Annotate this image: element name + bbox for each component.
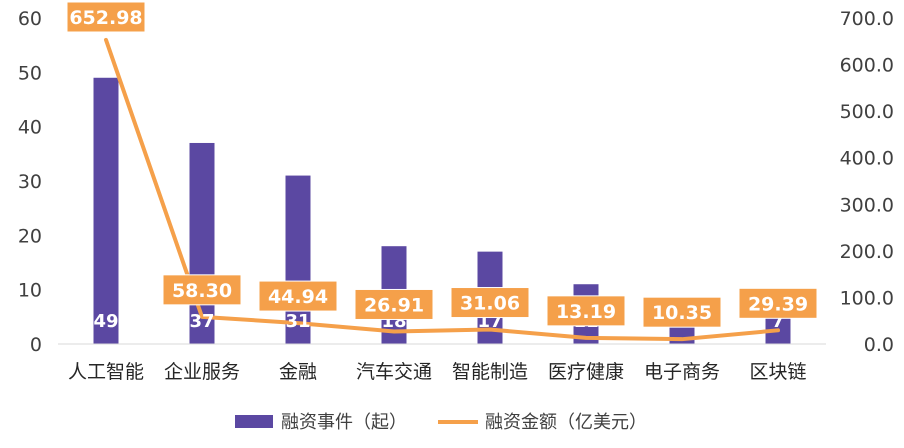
category-label: 金融 [279,361,317,383]
category-label: 企业服务 [164,361,240,383]
line-value-label: 44.94 [268,286,328,308]
line-value-label: 26.91 [364,294,424,316]
right-tick-label: 100.0 [840,287,894,309]
category-label: 人工智能 [68,361,144,383]
category-label: 区块链 [749,361,806,383]
right-tick-label: 200.0 [840,241,894,263]
category-label: 智能制造 [452,361,528,383]
line-value-label: 31.06 [460,293,520,315]
left-tick-label: 20 [18,225,42,247]
line-value-label: 10.35 [652,302,712,324]
right-y-axis: 0.0 100.0 200.0 300.0 400.0 500.0 600.0 700.0 [840,8,894,356]
line-label-box [162,274,242,306]
line-value-label: 29.39 [748,293,808,315]
category-label: 汽车交通 [356,361,432,383]
line-series-funding-amount: 49373118171157652.9858.3044.9426.9131.06… [66,1,818,342]
left-tick-label: 40 [18,117,42,139]
right-tick-label: 500.0 [840,101,894,123]
left-y-axis: 0 10 20 30 40 50 60 [18,8,42,356]
line-label-box [258,280,338,312]
right-tick-label: 600.0 [840,55,894,77]
bar [285,175,311,344]
bar-value-label: 37 [189,311,214,332]
category-label: 医疗健康 [548,361,624,383]
bar-value-label: 31 [285,311,310,332]
bar [93,77,119,345]
right-tick-label: 700.0 [840,8,894,30]
line-label-box [642,296,722,328]
left-tick-label: 30 [18,171,42,193]
left-tick-label: 0 [30,334,42,356]
legend: 融资事件（起） 融资金额（亿美元） [235,412,647,433]
line-path [104,37,780,342]
line-label-box [450,287,530,319]
category-label: 电子商务 [644,361,720,383]
line-value-label: 13.19 [556,301,616,323]
legend-line-label: 融资金额（亿美元） [485,412,647,433]
line-value-label: 652.98 [69,7,142,29]
line-label-box [546,295,626,327]
bar-value-label: 49 [93,311,118,332]
right-tick-label: 0.0 [864,334,894,356]
x-axis: 人工智能 企业服务 金融 汽车交通 智能制造 医疗健康 电子商务 区块链 [58,343,826,383]
left-tick-label: 10 [18,280,42,302]
line-label-box [738,287,818,319]
line-label-box [66,1,146,33]
right-tick-label: 400.0 [840,148,894,170]
left-tick-label: 50 [18,62,42,84]
line-value-label: 58.30 [172,280,232,302]
right-tick-label: 300.0 [840,194,894,216]
legend-bar-swatch [235,415,273,428]
legend-bar-label: 融资事件（起） [281,412,407,433]
line-label-box [354,288,434,320]
bar [189,142,215,344]
left-tick-label: 60 [18,8,42,30]
